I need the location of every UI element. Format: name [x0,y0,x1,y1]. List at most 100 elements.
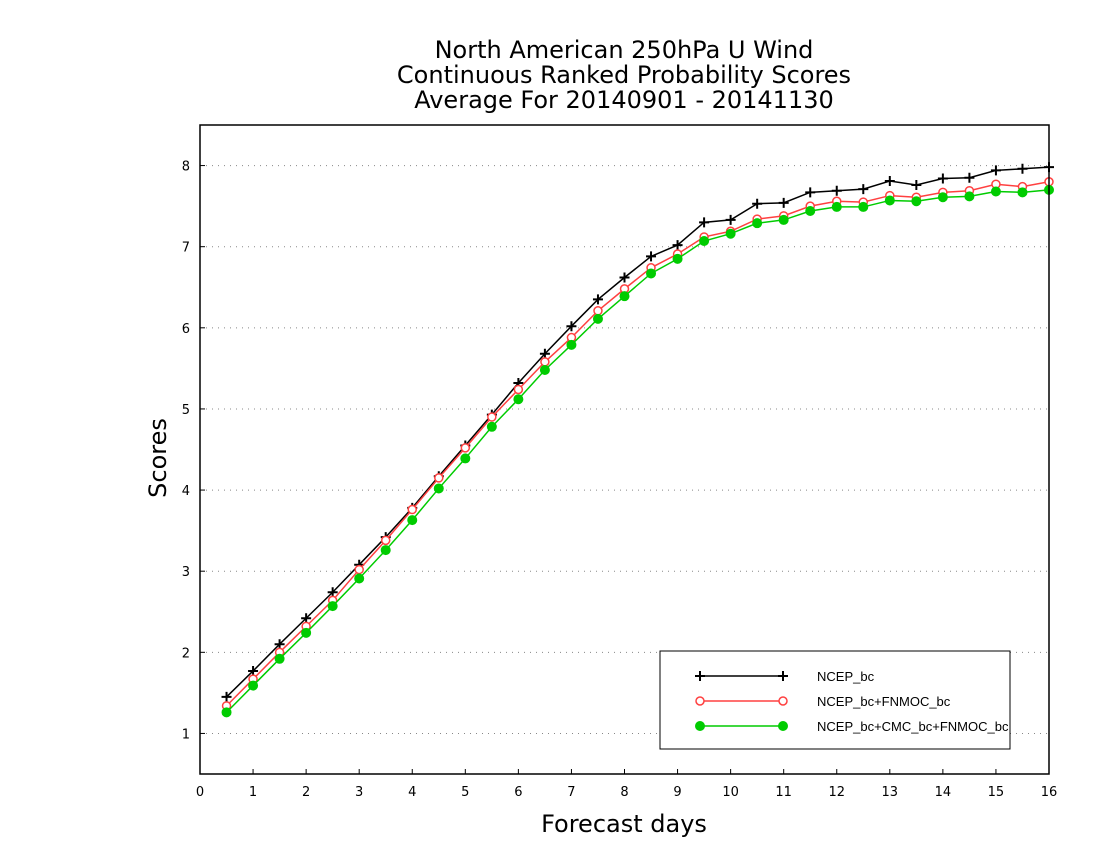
x-tick-label-8: 8 [620,785,628,800]
legend-label-3: NCEP_bc+CMC_bc+FNMOC_bc [817,719,1009,734]
x-tick-label-4: 4 [408,785,416,800]
series-2-point [540,357,550,367]
series-1-point [831,185,842,196]
series-1-point [274,639,285,650]
series-3-point [646,268,657,279]
series-3-point [566,339,577,350]
legend-label-2: NCEP_bc+FNMOC_bc [817,694,951,709]
series-1-point [248,665,259,676]
x-tick-label-10: 10 [722,785,739,800]
x-tick-label-15: 15 [988,785,1005,800]
x-tick-label-11: 11 [775,785,792,800]
series-1-point [672,240,683,251]
x-tick-label-16: 16 [1041,785,1058,800]
x-axis: 0 1 2 3 4 5 6 7 8 9 10 11 12 13 14 15 16 [196,769,1057,800]
series-line-3 [225,189,1050,713]
series-3-point [460,453,471,464]
legend-marker-2 [778,696,788,706]
x-tick-label-1: 1 [249,785,257,800]
series-3 [221,184,1054,718]
series-2-point [407,504,417,515]
x-tick-label-14: 14 [935,785,952,800]
series-3-point [592,313,603,324]
y-tick-label-2: 2 [182,646,190,661]
series-1-point [990,165,1001,176]
series-3-point [964,191,975,202]
series-3-point [221,707,232,718]
y-tick-label-4: 4 [182,484,190,499]
x-tick-label-6: 6 [514,785,522,800]
series-line-1 [226,166,1050,698]
y-tick-label-5: 5 [182,403,190,418]
series-1-point [805,187,816,198]
y-tick-label-8: 8 [182,160,190,175]
y-axis: 1 2 3 4 5 6 7 8 [182,160,205,742]
series-1-point [884,175,895,186]
series-1-point [539,348,550,359]
series-3-point [778,214,789,225]
series-2-point [460,443,471,453]
chart-title-line-1: North American 250hPa U Wind [435,36,814,64]
series-2-point [380,535,391,546]
series-3-point [725,228,736,239]
series-2 [221,177,1054,711]
y-tick-label-6: 6 [182,322,190,337]
series-3-point [1017,187,1028,198]
series-3-point [539,364,550,375]
y-tick-label-3: 3 [182,565,190,580]
series-3-point [911,196,922,207]
x-tick-label-13: 13 [882,785,899,800]
series-3-point [354,573,365,584]
series-1-point [1017,163,1028,174]
series-layer [221,162,1054,718]
chart-title-line-3: Average For 20140901 - 20141130 [414,86,834,114]
series-1-point [619,272,630,283]
y-axis-label: Scores [144,418,172,498]
series-1-point [646,251,657,262]
series-1-point [937,173,948,184]
series-2-point [593,306,603,316]
series-3-point [248,680,259,691]
legend-marker-3 [778,721,788,731]
y-tick-label-1: 1 [182,727,190,742]
legend-label-1: NCEP_bc [817,669,875,684]
series-3-point [327,601,338,612]
series-1-point [301,613,312,624]
x-tick-label-9: 9 [673,785,681,800]
series-3-point [990,186,1001,197]
x-tick-label-5: 5 [461,785,469,800]
legend-marker-1 [778,671,788,681]
series-3-point [699,236,710,247]
series-3-point [301,627,312,638]
series-1-point [592,294,603,305]
grid [200,165,1049,734]
series-3-point [884,195,895,206]
series-1-point [699,217,710,228]
series-3-point [513,394,524,405]
series-1-point [752,198,763,209]
series-line-2 [225,181,1050,707]
series-1-point [566,321,577,332]
series-2-point [487,412,497,422]
series-1-point [327,587,338,598]
series-2-point [354,564,364,575]
series-3-point [831,201,842,212]
series-1-point [911,180,922,191]
y-tick-label-7: 7 [182,241,190,256]
series-3-point [672,253,683,264]
series-2-point [434,473,444,483]
legend-box [659,650,1011,750]
series-3-point [858,201,869,212]
series-3-point [619,291,630,302]
series-3-point [486,421,497,432]
legend-marker-3 [695,721,705,731]
legend: NCEP_bc NCEP_bc+FNMOC_bc NCEP_bc+CMC_bc+FN… [659,650,1011,750]
x-tick-label-3: 3 [355,785,363,800]
series-3-point [937,192,948,203]
series-1-point [221,691,232,702]
x-tick-label-0: 0 [196,785,204,800]
series-1-point [725,214,736,225]
series-1 [221,162,1054,702]
series-3-point [752,218,763,229]
